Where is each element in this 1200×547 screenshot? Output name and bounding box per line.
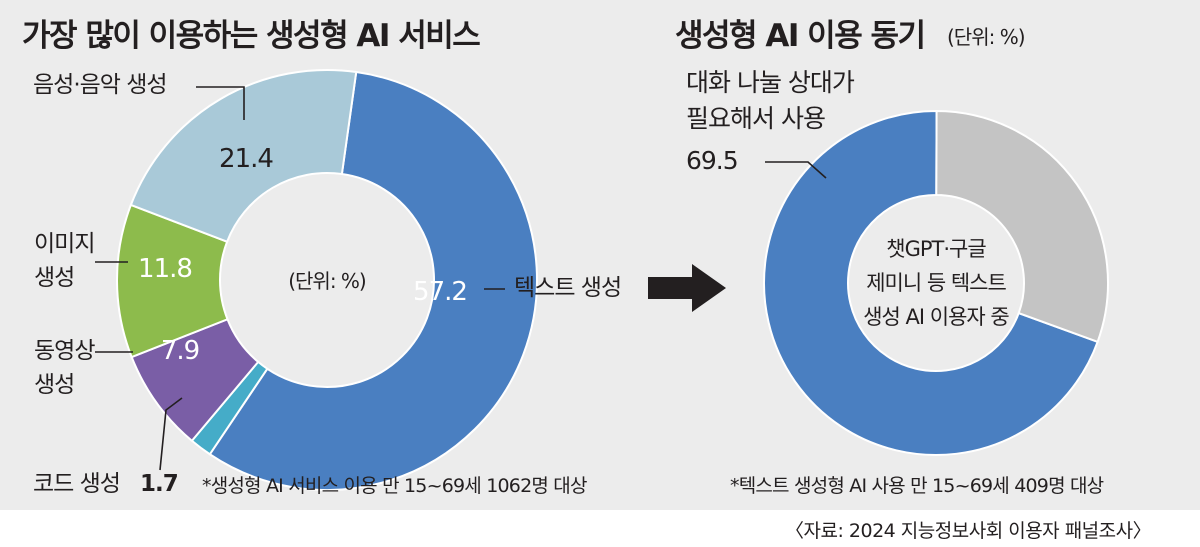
chart2-center-line: 제미니 등 텍스트 [866, 271, 1006, 295]
chart2-center-line: 생성 AI 이용자 중 [863, 305, 1009, 329]
value-motive: 69.5 [686, 146, 739, 175]
donut-slice [208, 70, 538, 491]
chart1-title: 가장 많이 이용하는 생성형 AI 서비스 [22, 18, 481, 54]
label-voice-music: 음성·음악 생성 [33, 72, 168, 98]
slice-value-label: 7.9 [161, 336, 199, 366]
donut-slice [935, 109, 1109, 344]
right-arrow-icon [648, 264, 726, 312]
chart2-center-line: 챗GPT·구글 [886, 237, 986, 261]
chart2-footnote: *텍스트 생성형 AI 사용 만 15~69세 409명 대상 [730, 475, 1104, 497]
slice-value-label: 11.8 [138, 254, 192, 284]
donut-slice [763, 110, 1099, 456]
donut-chart-services: 57.2 11.8 7.9 21.4 (단위: %) [116, 69, 538, 491]
value-code-gen: 1.7 [140, 471, 179, 497]
leader-motive [765, 161, 827, 179]
label-image-line2: 생성 [34, 265, 75, 291]
slice-value-label: 21.4 [219, 144, 273, 174]
label-video-line1: 동영상 [34, 338, 95, 364]
label-video-line2: 생성 [34, 372, 75, 398]
source-credit: 〈자료: 2024 지능정보사회 이용자 패널조사〉 [785, 520, 1152, 542]
chart1-center-unit: (단위: %) [288, 269, 366, 293]
label-image-line1: 이미지 [34, 231, 95, 257]
leader-voice [196, 86, 245, 120]
leader-code [159, 397, 183, 471]
chart2-unit-note: (단위: %) [947, 25, 1026, 49]
label-motive-line1: 대화 나눌 상대가 [686, 68, 855, 97]
chart2-title: 생성형 AI 이용 동기 [675, 18, 926, 54]
donut-slice [129, 69, 358, 244]
leader-lines [95, 86, 827, 471]
label-code-gen: 코드 생성 [33, 471, 121, 497]
label-text-gen: 텍스트 생성 [514, 275, 622, 301]
slice-value-label: 57.2 [413, 277, 467, 307]
label-motive-line2: 필요해서 사용 [686, 104, 826, 133]
chart1-footnote: *생성형 AI 서비스 이용 만 15~69세 1062명 대상 [202, 475, 587, 497]
